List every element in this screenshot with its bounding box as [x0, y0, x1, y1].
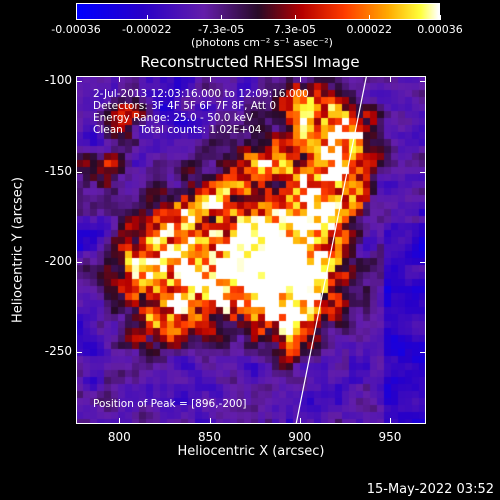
y-axis-tick-label: -150 [44, 163, 72, 178]
y-axis-tick-label: -100 [44, 73, 72, 88]
colorbar-tick [221, 15, 223, 20]
y-axis-tick [420, 261, 426, 263]
colorbar-tick [294, 15, 296, 20]
x-axis-title: Heliocentric X (arcsec) [177, 444, 325, 459]
y-axis-tick [76, 81, 82, 83]
chart-title: Reconstructed RHESSI Image [140, 53, 360, 71]
x-axis-tick [299, 418, 301, 424]
x-axis-tick-label: 950 [378, 430, 402, 444]
x-axis-tick [209, 418, 211, 424]
annotation-energy-range: Energy Range: 25.0 - 50.0 keV [93, 112, 254, 124]
colorbar-units-label: (photons cm⁻² s⁻¹ asec⁻²) [191, 36, 333, 49]
colorbar-tick-label: 0.00022 [346, 23, 392, 36]
footer-date: 15-May-2022 03:52 [366, 482, 494, 497]
colorbar-tick-label: 7.3e-05 [273, 23, 317, 36]
x-axis-tick [389, 418, 391, 424]
y-axis-tick [420, 351, 426, 353]
colorbar-tick-label: -0.00036 [51, 23, 101, 36]
colorbar-tick [146, 15, 148, 20]
y-axis-tick [76, 171, 82, 173]
x-axis-tick-label: 850 [198, 430, 221, 444]
colorbar-tick [76, 15, 77, 20]
x-axis-tick [389, 76, 391, 82]
annotation-time-range: 2-Jul-2013 12:03:16.000 to 12:09:16.000 [93, 88, 309, 100]
y-axis-tick-label: -250 [44, 343, 72, 358]
y-axis-tick-label: -200 [44, 253, 72, 268]
x-axis-tick [119, 76, 121, 82]
x-axis-tick-label: 800 [107, 430, 131, 444]
colorbar-tick-label: -0.00022 [122, 23, 172, 36]
x-axis-tick-label: 900 [288, 430, 312, 444]
colorbar-tick-label: 0.00036 [417, 23, 463, 36]
annotation-peak-position: Position of Peak = [896,-200] [93, 398, 247, 410]
colorbar-tick-label: -7.3e-05 [197, 23, 245, 36]
y-axis-tick [76, 261, 82, 263]
y-axis-title: Heliocentric Y (arcsec) [10, 177, 26, 323]
y-axis-tick [420, 171, 426, 173]
colorbar-tick [369, 15, 371, 20]
annotation-detectors: Detectors: 3F 4F 5F 6F 7F 8F, Att 0 [93, 100, 277, 112]
x-axis-tick [209, 76, 211, 82]
solar-limb-line [295, 76, 368, 424]
plot-frame [76, 76, 426, 424]
colorbar-tick [440, 15, 441, 20]
y-axis-tick [420, 81, 426, 83]
annotation-clean-counts: Clean Total counts: 1.02E+04 [93, 124, 262, 136]
rhessi-image-heatmap [76, 76, 426, 424]
x-axis-tick [119, 418, 121, 424]
x-axis-tick [299, 76, 301, 82]
plot-overlay [295, 76, 368, 424]
y-axis-tick [76, 351, 82, 353]
colorbar [76, 3, 440, 20]
